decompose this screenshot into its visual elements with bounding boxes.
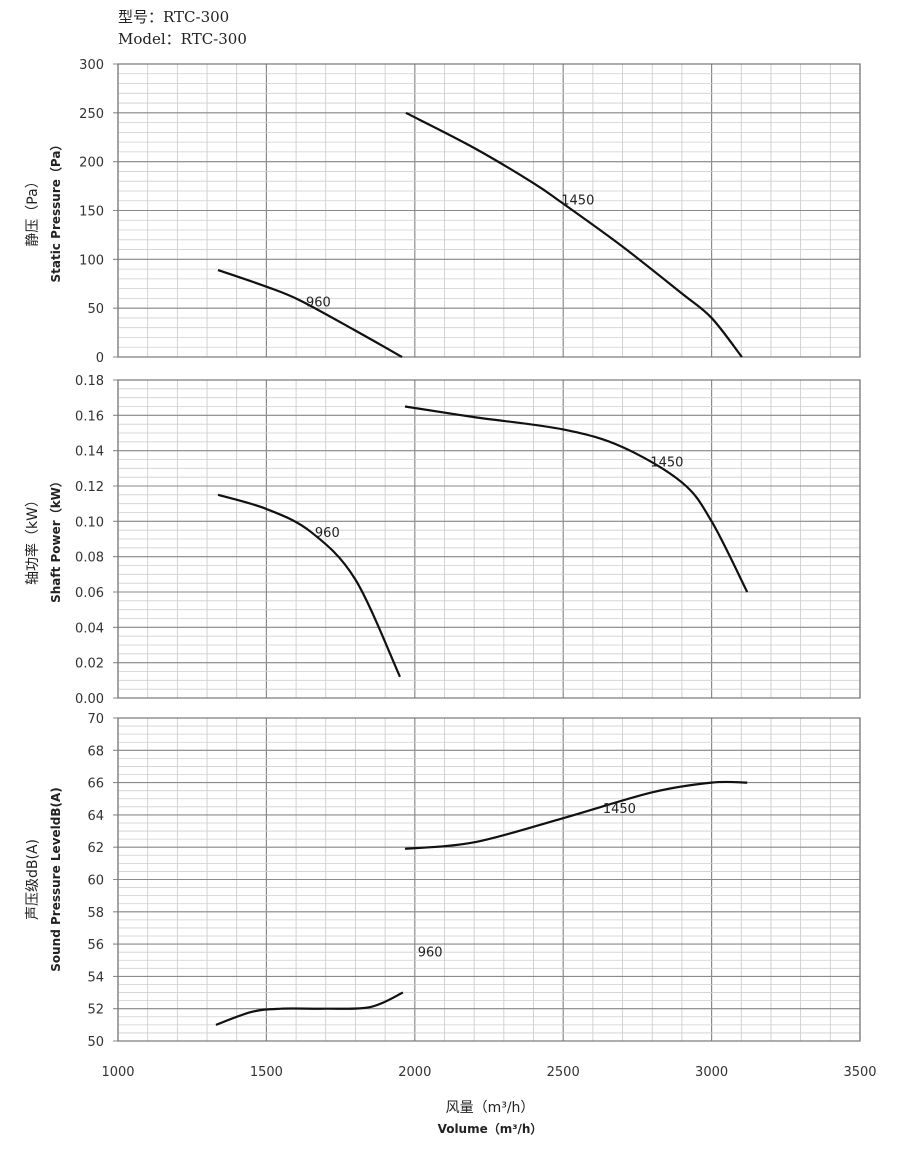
y-tick-label: 0.14 bbox=[75, 445, 104, 460]
series-label-1450: 1450 bbox=[650, 455, 683, 470]
plot-frame bbox=[117, 63, 861, 358]
y-tick-label: 64 bbox=[87, 809, 104, 824]
series-line-1450 bbox=[404, 405, 749, 593]
y-tick-label: 60 bbox=[87, 874, 104, 889]
y-tick-label: 0.00 bbox=[75, 692, 104, 707]
x-tick-label: 3500 bbox=[843, 1065, 876, 1080]
y-tick-label: 0.18 bbox=[75, 374, 104, 389]
x-tick-label: 2500 bbox=[547, 1065, 580, 1080]
y-tick-label: 0.02 bbox=[75, 657, 104, 672]
x-axis-label: Volume（m³/h） bbox=[438, 1121, 543, 1136]
series-line-960 bbox=[217, 269, 403, 358]
y-tick-label: 250 bbox=[79, 107, 104, 122]
plot-frame bbox=[117, 379, 861, 699]
y-tick-label: 66 bbox=[87, 777, 104, 792]
y-axis-label: Static Pressure（Pa） bbox=[48, 139, 63, 283]
series-line-960 bbox=[215, 991, 404, 1026]
y-tick-label: 0.08 bbox=[75, 551, 104, 566]
model-en: Model：RTC-300 bbox=[118, 30, 247, 48]
series-line-1450 bbox=[404, 780, 748, 850]
x-tick-label: 1000 bbox=[101, 1065, 134, 1080]
y-tick-label: 50 bbox=[87, 1035, 104, 1050]
x-tick-label: 3000 bbox=[695, 1065, 728, 1080]
y-axis-label-cn: 声压级dB(A) bbox=[25, 839, 41, 920]
series-label-1450: 1450 bbox=[561, 194, 594, 209]
y-tick-label: 150 bbox=[79, 205, 104, 220]
series-line-960 bbox=[217, 493, 401, 678]
y-axis-label-cn: 静压（Pa） bbox=[25, 174, 41, 246]
series-label-960: 960 bbox=[315, 526, 340, 541]
y-tick-label: 58 bbox=[87, 906, 104, 921]
y-tick-label: 56 bbox=[87, 938, 104, 953]
x-tick-label: 1500 bbox=[250, 1065, 283, 1080]
y-tick-label: 0.04 bbox=[75, 621, 104, 636]
y-tick-label: 50 bbox=[87, 302, 104, 317]
y-tick-label: 100 bbox=[79, 253, 104, 268]
model-cn: 型号：RTC-300 bbox=[118, 8, 230, 26]
series-label-960: 960 bbox=[418, 946, 443, 961]
y-tick-label: 0 bbox=[96, 351, 104, 366]
y-tick-label: 68 bbox=[87, 744, 104, 759]
y-tick-label: 0.16 bbox=[75, 409, 104, 424]
y-axis-label: Shaft Power（kW） bbox=[48, 475, 63, 603]
series-label-960: 960 bbox=[306, 295, 331, 310]
y-tick-label: 0.10 bbox=[75, 515, 104, 530]
y-tick-label: 54 bbox=[87, 970, 104, 985]
series-line-1450 bbox=[405, 111, 743, 358]
x-axis-label-cn: 风量（m³/h） bbox=[446, 1100, 535, 1116]
y-tick-label: 62 bbox=[87, 841, 104, 856]
series-label-1450: 1450 bbox=[603, 802, 636, 817]
y-tick-label: 0.12 bbox=[75, 480, 104, 495]
y-axis-label-cn: 轴功率（kW） bbox=[24, 493, 41, 585]
y-tick-label: 52 bbox=[87, 1003, 104, 1018]
plot-frame bbox=[117, 717, 861, 1042]
y-tick-label: 200 bbox=[79, 156, 104, 171]
y-tick-label: 300 bbox=[79, 58, 104, 73]
y-tick-label: 0.06 bbox=[75, 586, 104, 601]
y-tick-label: 70 bbox=[87, 712, 104, 727]
y-axis-label: Sound Pressure LeveldB(A) bbox=[49, 787, 63, 972]
x-tick-label: 2000 bbox=[398, 1065, 431, 1080]
